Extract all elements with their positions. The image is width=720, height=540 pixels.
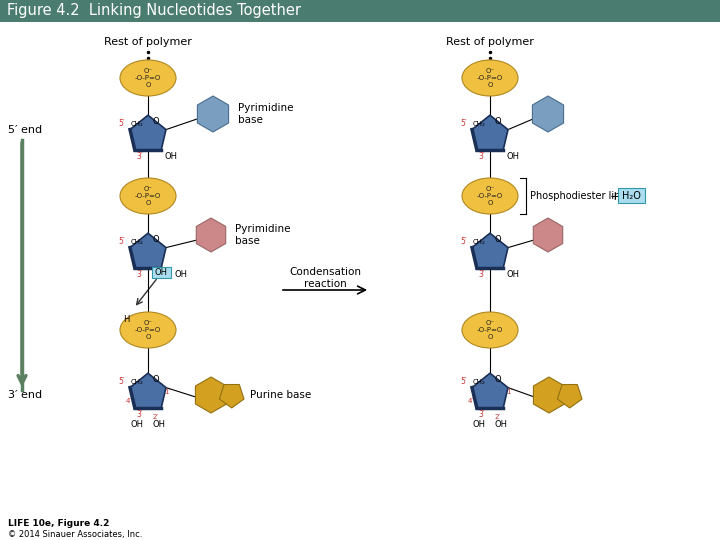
Text: 5′: 5′ — [461, 377, 467, 387]
Polygon shape — [197, 96, 228, 132]
Text: Figure 4.2  Linking Nucleotides Together: Figure 4.2 Linking Nucleotides Together — [7, 3, 301, 18]
Text: -O-P=O: -O-P=O — [477, 75, 503, 81]
Text: reaction: reaction — [304, 279, 346, 289]
Text: 1′: 1′ — [165, 389, 171, 395]
Text: CH₂: CH₂ — [473, 379, 485, 385]
Polygon shape — [557, 384, 582, 408]
Text: O: O — [153, 375, 159, 384]
Ellipse shape — [462, 60, 518, 96]
Text: Pyrimidine: Pyrimidine — [238, 103, 294, 113]
Text: O: O — [487, 334, 492, 340]
Polygon shape — [532, 96, 564, 132]
FancyBboxPatch shape — [0, 0, 720, 22]
Text: 5′: 5′ — [461, 238, 467, 246]
Text: O: O — [495, 375, 501, 384]
Ellipse shape — [120, 312, 176, 348]
Text: CH₂: CH₂ — [131, 239, 143, 245]
Text: Condensation: Condensation — [289, 267, 361, 277]
Text: O: O — [487, 200, 492, 206]
Text: +: + — [610, 190, 621, 202]
FancyBboxPatch shape — [618, 187, 644, 202]
Text: 5′ end: 5′ end — [8, 125, 42, 135]
Polygon shape — [472, 233, 508, 268]
FancyBboxPatch shape — [151, 267, 171, 278]
Text: 3′: 3′ — [137, 152, 143, 161]
Text: O⁻: O⁻ — [485, 68, 495, 74]
Text: © 2014 Sinauer Associates, Inc.: © 2014 Sinauer Associates, Inc. — [8, 530, 143, 538]
Ellipse shape — [462, 312, 518, 348]
Text: OH: OH — [165, 152, 178, 161]
Text: O: O — [145, 200, 150, 206]
Text: O: O — [153, 118, 159, 126]
Text: 4′: 4′ — [467, 398, 473, 404]
Text: 5′: 5′ — [119, 238, 125, 246]
Text: 5′: 5′ — [461, 119, 467, 129]
Text: O⁻: O⁻ — [485, 320, 495, 326]
Text: -O-P=O: -O-P=O — [135, 327, 161, 333]
Text: 3′: 3′ — [479, 410, 485, 420]
Text: O: O — [495, 118, 501, 126]
Text: O⁻: O⁻ — [143, 186, 153, 192]
Text: H₂O: H₂O — [621, 191, 640, 201]
Text: -O-P=O: -O-P=O — [477, 193, 503, 199]
Text: Pyrimidine: Pyrimidine — [235, 224, 290, 234]
Text: 5′: 5′ — [119, 377, 125, 387]
Text: 3′: 3′ — [137, 271, 143, 279]
Text: H: H — [123, 315, 129, 325]
Text: OH: OH — [473, 421, 486, 429]
Text: CH₂: CH₂ — [473, 121, 485, 127]
Text: LIFE 10e, Figure 4.2: LIFE 10e, Figure 4.2 — [8, 519, 109, 529]
Polygon shape — [220, 384, 244, 408]
Text: CH₂: CH₂ — [131, 379, 143, 385]
Text: OH: OH — [131, 421, 144, 429]
Text: 5′: 5′ — [119, 119, 125, 129]
Polygon shape — [472, 115, 508, 150]
Text: 2′: 2′ — [494, 414, 500, 420]
Text: -O-P=O: -O-P=O — [135, 75, 161, 81]
Text: base: base — [238, 115, 263, 125]
Polygon shape — [130, 115, 166, 150]
Text: O: O — [153, 235, 159, 245]
Text: Rest of polymer: Rest of polymer — [446, 37, 534, 47]
Text: -O-P=O: -O-P=O — [477, 327, 503, 333]
Text: 2′: 2′ — [152, 414, 158, 420]
Polygon shape — [534, 377, 564, 413]
Text: O: O — [145, 82, 150, 88]
Text: O⁻: O⁻ — [485, 186, 495, 192]
Ellipse shape — [462, 178, 518, 214]
Text: 1′: 1′ — [507, 389, 513, 395]
Ellipse shape — [120, 178, 176, 214]
Text: O: O — [487, 82, 492, 88]
Text: 3′ end: 3′ end — [8, 390, 42, 400]
Text: 3′: 3′ — [137, 410, 143, 420]
Text: O⁻: O⁻ — [143, 68, 153, 74]
Text: 3′: 3′ — [479, 271, 485, 279]
Text: Phosphodiester linkage: Phosphodiester linkage — [530, 191, 644, 201]
Text: Rest of polymer: Rest of polymer — [104, 37, 192, 47]
Polygon shape — [130, 373, 166, 408]
Text: OH: OH — [155, 268, 168, 277]
Text: OH: OH — [495, 421, 508, 429]
Text: 4′: 4′ — [125, 398, 131, 404]
Text: OH: OH — [174, 271, 187, 279]
Text: 3′: 3′ — [479, 152, 485, 161]
Polygon shape — [197, 218, 226, 252]
Text: O: O — [495, 235, 501, 245]
Polygon shape — [130, 233, 166, 268]
Text: OH: OH — [153, 421, 166, 429]
Ellipse shape — [120, 60, 176, 96]
Polygon shape — [534, 218, 563, 252]
Text: base: base — [235, 236, 260, 246]
Polygon shape — [195, 377, 227, 413]
Text: CH₂: CH₂ — [473, 239, 485, 245]
Polygon shape — [472, 373, 508, 408]
Text: -O-P=O: -O-P=O — [135, 193, 161, 199]
Text: OH: OH — [507, 271, 520, 279]
Text: O⁻: O⁻ — [143, 320, 153, 326]
Text: O: O — [145, 334, 150, 340]
Text: Purine base: Purine base — [250, 390, 311, 400]
Text: CH₂: CH₂ — [131, 121, 143, 127]
Text: OH: OH — [507, 152, 520, 161]
